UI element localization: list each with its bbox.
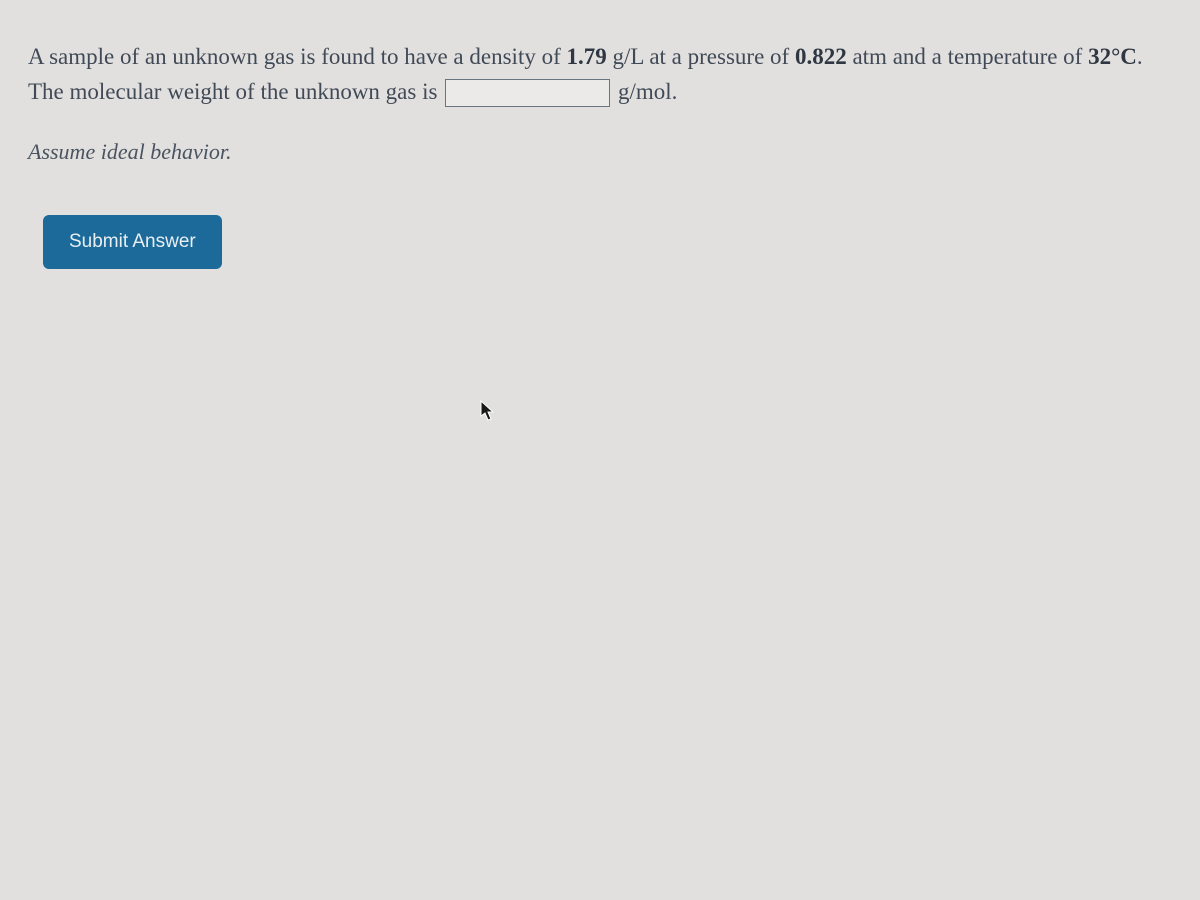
density-value: 1.79 xyxy=(567,44,607,69)
submit-button[interactable]: Submit Answer xyxy=(43,215,222,269)
question-part1: A sample of an unknown gas is found to h… xyxy=(28,44,567,69)
question-text: A sample of an unknown gas is found to h… xyxy=(28,40,1180,109)
answer-unit: g/mol. xyxy=(612,79,677,104)
answer-input[interactable] xyxy=(445,79,610,107)
density-unit: g/L at a pressure of xyxy=(607,44,795,69)
hint-text: Assume ideal behavior. xyxy=(28,139,1180,165)
pressure-unit: atm and a temperature of xyxy=(847,44,1088,69)
cursor-icon xyxy=(480,400,496,422)
pressure-value: 0.822 xyxy=(795,44,847,69)
temperature-value: 32°C xyxy=(1088,44,1137,69)
